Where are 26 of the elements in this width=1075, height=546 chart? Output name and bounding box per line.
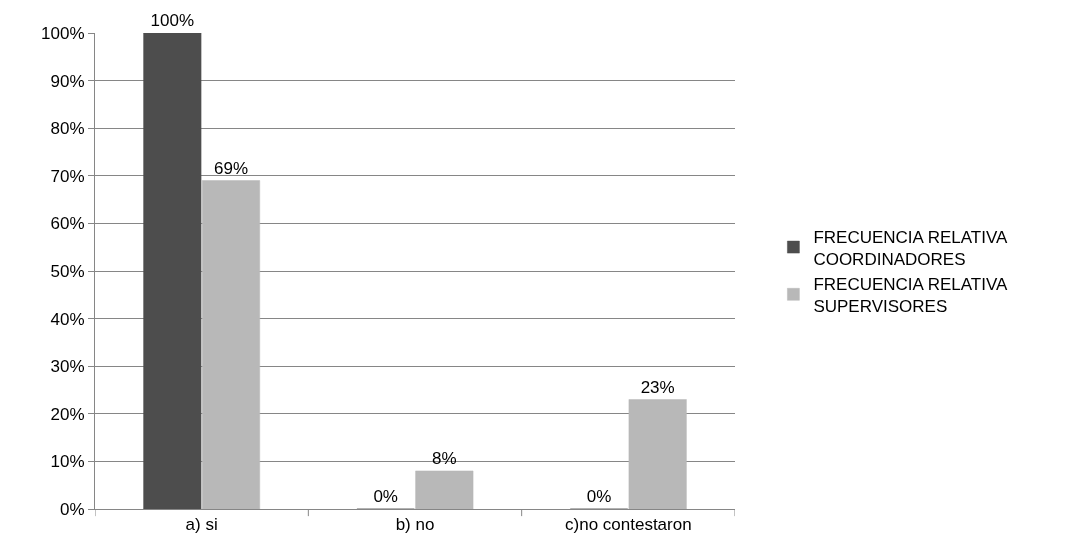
y-tick-label: 60%	[50, 214, 85, 234]
legend-label: FRECUENCIA RELATIVA COORDINADORES	[813, 227, 1009, 269]
y-tick-label: 40%	[50, 309, 85, 329]
y-tick-label: 0%	[60, 499, 85, 519]
x-tick-label: b) no	[395, 515, 435, 535]
y-tick-label: 70%	[50, 166, 85, 186]
y-tick-label: 100%	[41, 23, 85, 43]
y-tick-label: 90%	[50, 71, 85, 91]
data-label: 8%	[432, 448, 457, 468]
data-label: 100%	[150, 11, 195, 30]
bar	[415, 470, 474, 509]
y-tick-label: 80%	[50, 119, 85, 139]
y-tick-label: 20%	[50, 404, 85, 424]
bar	[143, 33, 202, 509]
data-label: 0%	[586, 487, 612, 506]
data-label: 69%	[213, 158, 249, 178]
y-tick-label: 10%	[50, 452, 85, 472]
y-tick-label: 50%	[50, 261, 85, 281]
y-tick-label: 30%	[50, 357, 85, 377]
x-tick-label: c)no contestaron	[565, 515, 692, 535]
legend-label: FRECUENCIA RELATIVA SUPERVISORES	[813, 274, 1009, 316]
bar	[628, 399, 687, 509]
data-label: 23%	[640, 377, 675, 397]
x-tick-label: a) si	[185, 515, 218, 535]
bar	[202, 180, 260, 509]
data-label: 0%	[373, 487, 398, 506]
